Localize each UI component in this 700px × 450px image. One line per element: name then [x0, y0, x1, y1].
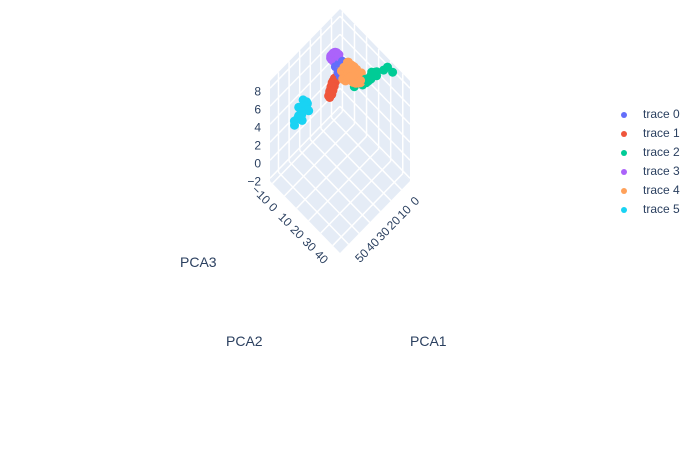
y-grid-floor [271, 110, 343, 185]
point-trace-4 [356, 76, 366, 85]
x-grid-floor [288, 160, 360, 234]
z-grid-left-wall [269, 33, 341, 107]
z-grid-left-wall [269, 51, 341, 125]
z-tick-label: 0 [254, 156, 261, 170]
z-grid-right-wall [339, 87, 411, 161]
z-tick-labels: −2 0 2 4 6 8 [247, 84, 261, 188]
y-grid-floor [296, 135, 368, 209]
z-tick-label: 6 [254, 102, 261, 116]
legend-item-trace-5[interactable]: trace 5 [621, 202, 680, 216]
legend-label: trace 5 [643, 202, 680, 216]
legend-marker [621, 207, 627, 213]
x-grid-floor [277, 171, 350, 245]
legend-label: trace 3 [643, 164, 680, 178]
x-grid-floor [330, 117, 403, 191]
y-axis-title: PCA2 [226, 333, 263, 349]
legend-label: trace 4 [643, 183, 680, 197]
z-tick-label: −2 [247, 174, 261, 188]
z-tick-label: 2 [254, 138, 261, 152]
legend-item-trace-4[interactable]: trace 4 [621, 183, 680, 197]
legend-item-trace-2[interactable]: trace 2 [621, 145, 680, 159]
x-grid-floor [320, 128, 392, 202]
x-grid-floor [309, 139, 381, 213]
legend-item-trace-3[interactable]: trace 3 [621, 164, 680, 178]
y-grid-floor [320, 160, 392, 234]
legend-marker [621, 112, 627, 118]
legend-item-trace-1[interactable]: trace 1 [621, 126, 680, 140]
z-grid-right-wall [339, 15, 411, 89]
point-trace-2 [388, 67, 398, 77]
legend-item-trace-0[interactable]: trace 0 [621, 107, 680, 121]
point-trace-5 [296, 111, 306, 121]
point-trace-3 [334, 50, 344, 59]
point-trace-5 [290, 120, 299, 130]
legend-marker [621, 150, 627, 156]
z-tick-label: 4 [254, 120, 261, 134]
legend-marker [621, 169, 627, 175]
z-grid-left-wall [269, 105, 341, 179]
y-grid-floor [283, 123, 356, 197]
data-points [289, 47, 398, 130]
x-grid-floor [299, 149, 371, 223]
z-axis-title: PCA3 [180, 254, 217, 270]
legend[interactable]: trace 0 trace 1 trace 2 trace 3 trace 4 trace… [621, 107, 680, 216]
x-axis-title: PCA1 [410, 333, 447, 349]
x-tick-label: 0 [408, 194, 423, 209]
legend-label: trace 2 [643, 145, 680, 159]
y-grid-floor [332, 173, 404, 247]
legend-label: trace 0 [643, 107, 680, 121]
z-tick-label: 8 [254, 84, 261, 98]
legend-label: trace 1 [643, 126, 680, 140]
y-grid-floor [308, 148, 380, 222]
point-trace-2 [371, 67, 381, 77]
y-tick-label: 40 [312, 247, 332, 267]
legend-marker [621, 131, 627, 137]
z-grid-right-wall [339, 105, 411, 179]
legend-marker [621, 188, 627, 194]
z-grid-left-wall [269, 15, 341, 89]
